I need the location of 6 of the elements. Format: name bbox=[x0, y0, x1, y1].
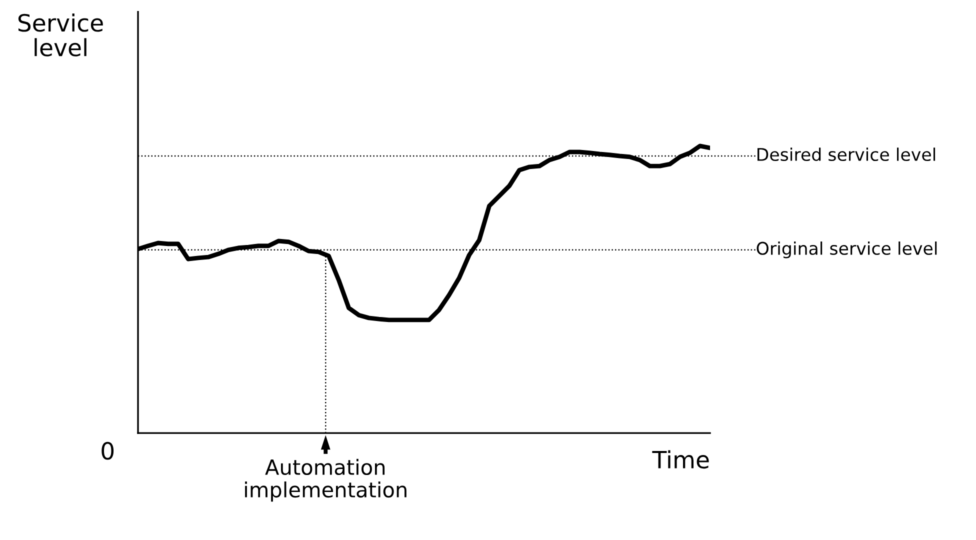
y-axis-title: Service level bbox=[18, 14, 103, 56]
ref-line-label: Desired service level bbox=[758, 148, 936, 162]
text: Automation implementation bbox=[245, 458, 406, 502]
x-axis-title: Time bbox=[652, 450, 709, 469]
text: 0 bbox=[102, 442, 114, 460]
ref-line-label: Original service level bbox=[756, 242, 937, 258]
